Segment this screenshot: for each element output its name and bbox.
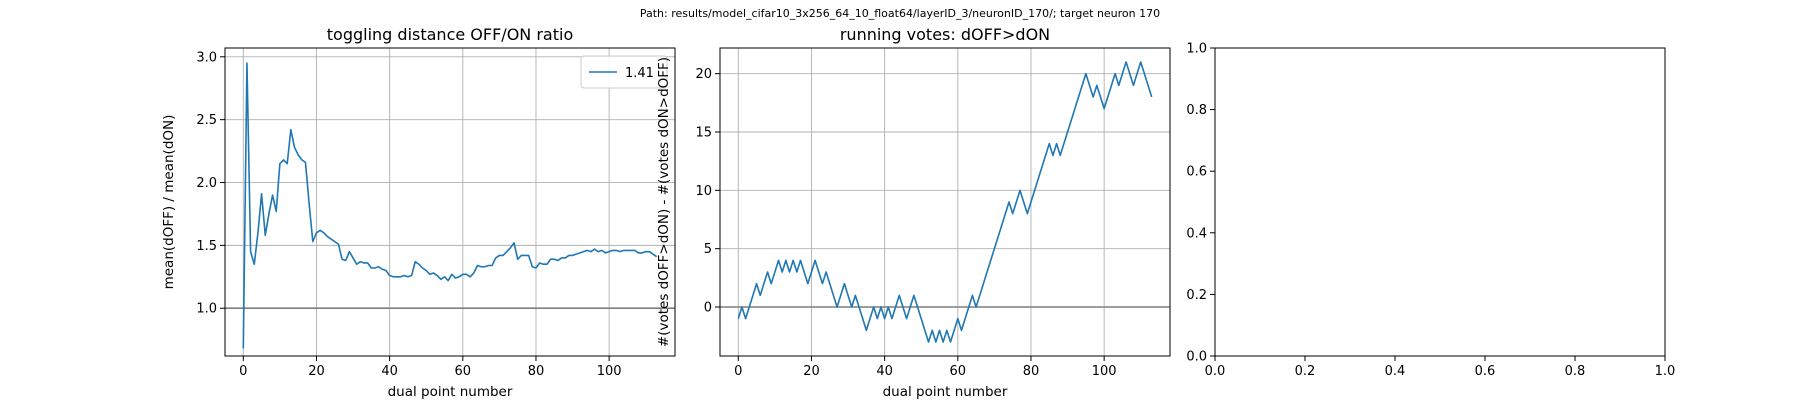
- ratio-legend-label: 1.41: [625, 66, 654, 81]
- ratio-ytick-label-1: 1.5: [196, 239, 217, 254]
- empty-xtick-label-0: 0.0: [1205, 364, 1226, 379]
- empty-ytick-label-5: 1.0: [1186, 42, 1207, 57]
- axes-ratio: toggling distance OFF/ON ratio dual poin…: [161, 25, 676, 400]
- votes-xtick-label-4: 80: [1023, 364, 1040, 379]
- empty-ytick-label-2: 0.4: [1186, 226, 1207, 241]
- ratio-series-line-0: [242, 62, 658, 349]
- empty-frame: [1214, 47, 1666, 357]
- empty-xtick-label-3: 0.6: [1475, 364, 1496, 379]
- empty-xtick-label-5: 1.0: [1655, 364, 1676, 379]
- ratio-ytick-label-4: 3.0: [196, 50, 217, 65]
- axes-votes: running votes: dOFF>dON dual point numbe…: [656, 25, 1171, 400]
- ratio-legend: 1.41: [580, 55, 668, 89]
- ratio-legend-box: [580, 55, 668, 89]
- ratio-ylabel: mean(dOFF) / mean(dON): [161, 115, 177, 290]
- ratio-ytick-label-2: 2.0: [196, 176, 217, 191]
- empty-ytick-label-3: 0.6: [1186, 165, 1207, 180]
- ratio-ytick-label-3: 2.5: [196, 113, 217, 128]
- votes-ytick-label-0: 0: [704, 301, 712, 316]
- ratio-title: toggling distance OFF/ON ratio: [327, 25, 573, 44]
- empty-ytick-label-1: 0.2: [1186, 288, 1207, 303]
- ratio-xtick-label-2: 40: [381, 364, 398, 379]
- ratio-xtick-label-3: 60: [455, 364, 472, 379]
- ratio-xtick-label-4: 80: [528, 364, 545, 379]
- votes-xtick-label-5: 100: [1092, 364, 1117, 379]
- votes-xlabel: dual point number: [883, 384, 1008, 400]
- axes-empty: 0.0 0.2 0.4 0.6 0.8 1.0 0.0 0.2 0.4 0.6 0.8 1.0: [1186, 42, 1675, 380]
- votes-ylabel: #(votes dOFF>dON) - #(votes dON>dOFF): [656, 57, 672, 347]
- votes-title: running votes: dOFF>dON: [840, 25, 1050, 44]
- empty-xtick-label-2: 0.4: [1385, 364, 1406, 379]
- votes-xtick-label-1: 20: [803, 364, 820, 379]
- empty-ytick-label-4: 0.8: [1186, 103, 1207, 118]
- votes-series-line-0: [737, 61, 1153, 343]
- ratio-xtick-label-5: 100: [597, 364, 622, 379]
- votes-frame: [719, 47, 1171, 357]
- ratio-xlabel: dual point number: [388, 384, 513, 400]
- votes-ytick-label-4: 20: [695, 67, 712, 82]
- empty-xtick-label-1: 0.2: [1295, 364, 1316, 379]
- empty-xtick-label-4: 0.8: [1565, 364, 1586, 379]
- votes-ytick-label-3: 15: [695, 126, 712, 141]
- ratio-ytick-label-0: 1.0: [196, 302, 217, 317]
- figure-suptitle: Path: results/model_cifar10_3x256_64_10_…: [640, 7, 1160, 20]
- ratio-xtick-label-1: 20: [308, 364, 325, 379]
- votes-xtick-label-3: 60: [950, 364, 967, 379]
- votes-xtick-label-2: 40: [876, 364, 893, 379]
- ratio-frame: [224, 47, 676, 357]
- ratio-xtick-label-0: 0: [239, 364, 247, 379]
- votes-ytick-label-1: 5: [704, 242, 712, 257]
- empty-ytick-label-0: 0.0: [1186, 350, 1207, 365]
- votes-ytick-label-2: 10: [695, 184, 712, 199]
- votes-xtick-label-0: 0: [734, 364, 742, 379]
